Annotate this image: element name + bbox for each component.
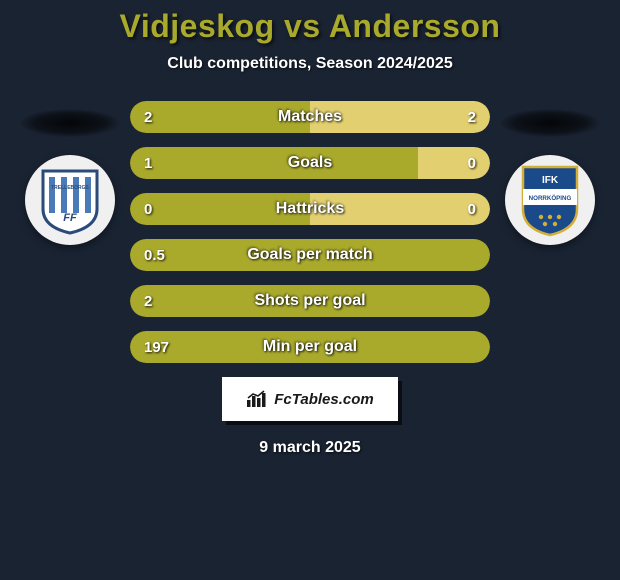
stat-bar-left (130, 239, 490, 271)
brand-text: FcTables.com (274, 391, 373, 408)
stat-bar-left (130, 285, 490, 317)
svg-text:FF: FF (63, 212, 77, 224)
page-title: Vidjeskog vs Andersson (120, 8, 501, 45)
left-club-column: TRELLEBORGS FF (10, 101, 130, 245)
club-badge-right: IFK NORRKÖPING (505, 155, 595, 245)
comparison-card: Vidjeskog vs Andersson Club competitions… (0, 0, 620, 457)
stat-bar-left (130, 147, 418, 179)
stat-bar-right (310, 193, 490, 225)
stat-row: Goals10 (130, 147, 490, 179)
stat-bars: Matches22 Goals10 Hattricks00 Goals per mat… (130, 101, 490, 363)
fctables-logo-icon (246, 390, 268, 408)
stat-row: Shots per goal2 (130, 285, 490, 317)
stat-row: Hattricks00 (130, 193, 490, 225)
stats-area: TRELLEBORGS FF Matches22 Goals10 Hattricks… (0, 101, 620, 363)
vs-label: vs (284, 8, 321, 44)
brand-badge[interactable]: FcTables.com (222, 377, 398, 421)
subtitle: Club competitions, Season 2024/2025 (167, 55, 452, 73)
stat-bar-right (310, 101, 490, 133)
stat-row: Goals per match0.5 (130, 239, 490, 271)
norrkoping-shield-icon: IFK NORRKÖPING (519, 163, 581, 237)
stat-row: Matches22 (130, 101, 490, 133)
stat-bar-left (130, 193, 310, 225)
svg-text:NORRKÖPING: NORRKÖPING (529, 195, 572, 202)
svg-text:TRELLEBORGS: TRELLEBORGS (51, 185, 89, 191)
player1-name: Vidjeskog (120, 8, 275, 44)
player-shadow-right (500, 109, 600, 137)
svg-text:IFK: IFK (542, 175, 559, 186)
trelleborgs-shield-icon: TRELLEBORGS FF (39, 165, 101, 235)
date-label: 9 march 2025 (259, 439, 360, 457)
stat-bar-left (130, 331, 490, 363)
player-shadow-left (20, 109, 120, 137)
stat-row: Min per goal197 (130, 331, 490, 363)
stat-bar-right (418, 147, 490, 179)
player2-name: Andersson (329, 8, 501, 44)
stat-bar-left (130, 101, 310, 133)
right-club-column: IFK NORRKÖPING (490, 101, 610, 245)
club-badge-left: TRELLEBORGS FF (25, 155, 115, 245)
